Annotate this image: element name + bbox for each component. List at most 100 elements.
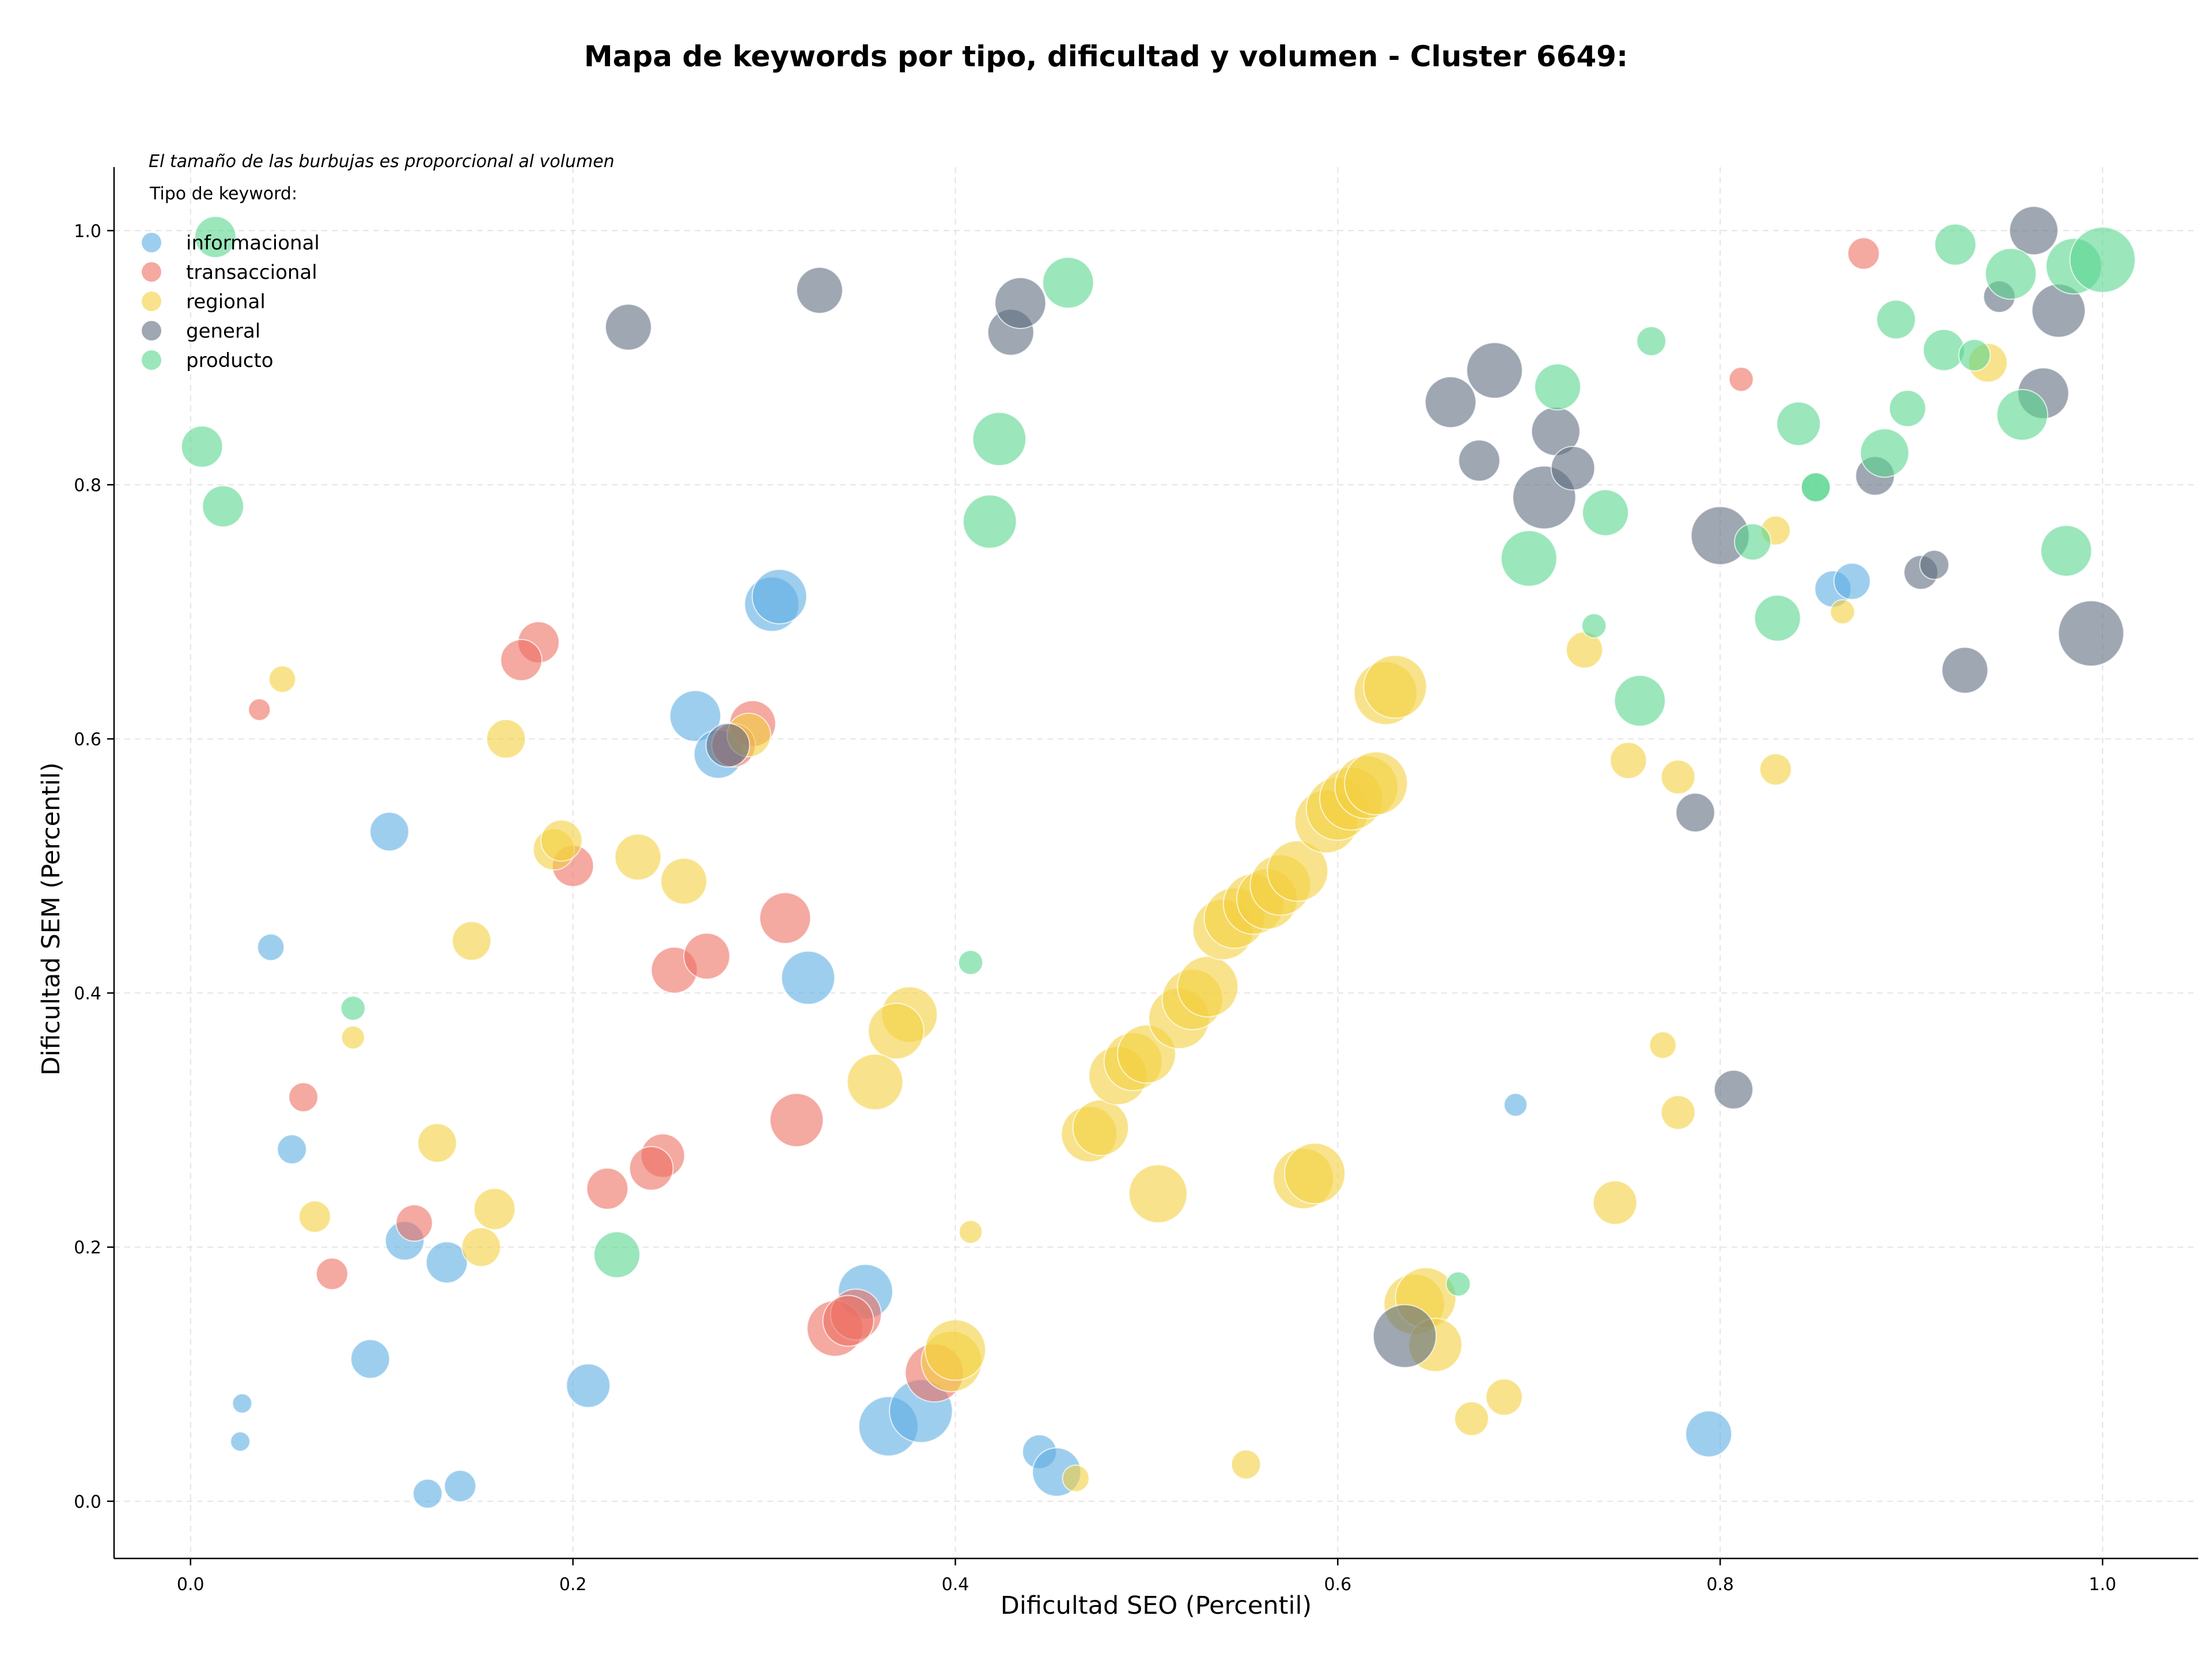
- bubble-producto: [1582, 489, 1629, 536]
- bubble-transaccional: [759, 892, 812, 944]
- bubble-regional: [1609, 741, 1647, 780]
- bubble-regional: [1830, 599, 1855, 625]
- x-tick-label: 0.4: [942, 1575, 969, 1595]
- bubble-producto: [1753, 595, 1801, 642]
- bubble-producto: [1734, 523, 1772, 561]
- bubble-informacional: [412, 1478, 443, 1509]
- bubble-transaccional: [316, 1257, 349, 1291]
- bubble-producto: [1800, 472, 1831, 502]
- y-tick-label: 0.2: [74, 1238, 101, 1258]
- bubble-regional: [1592, 1180, 1638, 1225]
- bubble-producto: [1776, 401, 1821, 447]
- axes: 0.0 0.2 0.4 0.6 0.8 1.0 0.0 0.2 0.4 0.6 0.8 1.0: [74, 167, 2198, 1595]
- bubble-transaccional: [1847, 237, 1880, 270]
- bubble-informacional: [751, 569, 808, 625]
- bubble-producto: [1581, 613, 1607, 639]
- bubble-regional: [1454, 1401, 1490, 1436]
- bubble-regional: [959, 1220, 983, 1244]
- y-tick-label: 0.4: [74, 984, 101, 1004]
- bubble-regional: [1660, 1095, 1696, 1130]
- bubble-producto: [1636, 326, 1666, 357]
- bubble-producto: [1996, 388, 2048, 441]
- bubble-producto: [958, 949, 984, 975]
- bubble-informacional: [1833, 562, 1871, 600]
- bubble-informacional: [276, 1134, 307, 1165]
- bubble-producto: [1534, 363, 1581, 411]
- bubble-regional: [846, 1053, 904, 1111]
- y-tick-label: 0.6: [74, 729, 101, 750]
- bubble-regional: [1283, 1142, 1346, 1205]
- bubble-regional: [660, 857, 708, 905]
- bubble-regional: [298, 1200, 331, 1234]
- bubble-regional: [268, 665, 297, 693]
- bubble-informacional: [350, 1339, 391, 1379]
- bubble-general: [1425, 376, 1477, 429]
- bubble-informacional: [1685, 1410, 1733, 1458]
- bubble-producto: [1445, 1271, 1471, 1297]
- grid: [114, 167, 2198, 1558]
- legend-label-regional: regional: [186, 290, 266, 313]
- bubble-informacional: [444, 1469, 477, 1503]
- bubble-general: [994, 277, 1047, 330]
- bubble-informacional: [781, 950, 836, 1005]
- x-axis-label: Dificultad SEO (Percentil): [1001, 1591, 1312, 1620]
- y-tick-label: 0.0: [74, 1492, 101, 1512]
- bubble-producto: [972, 411, 1027, 467]
- bubble-regional: [1072, 1099, 1130, 1156]
- bubble-transaccional: [1728, 366, 1754, 392]
- bubble-producto: [194, 215, 237, 259]
- y-tick-label: 1.0: [74, 221, 101, 241]
- legend-label-producto: producto: [186, 349, 274, 372]
- bubble-regional: [614, 833, 662, 881]
- bubble-informacional: [257, 933, 285, 962]
- bubble-producto: [1958, 339, 1991, 372]
- bubble-informacional: [425, 1241, 468, 1284]
- bubble-producto: [1500, 529, 1558, 587]
- bubbles: [180, 206, 2136, 1509]
- bubble-regional: [1485, 1378, 1523, 1416]
- bubble-regional: [1128, 1164, 1188, 1224]
- legend-label-informacional: informacional: [186, 232, 320, 255]
- bubble-general: [2009, 206, 2059, 256]
- bubble-regional: [540, 819, 583, 862]
- bubble-producto: [1042, 256, 1094, 309]
- volume-note: El tamaño de las burbujas es proporciona…: [149, 152, 615, 172]
- chart-title: Mapa de keywords por tipo, dificultad y …: [584, 40, 1628, 73]
- bubble-transaccional: [288, 1082, 319, 1113]
- legend: informacional transaccional regional genera…: [142, 232, 320, 372]
- bubble-general: [1372, 1304, 1437, 1368]
- bubble-regional: [1363, 654, 1427, 719]
- bubble-informacional: [566, 1363, 611, 1408]
- bubble-transaccional: [822, 1295, 874, 1347]
- legend-marker-informacional: [142, 233, 161, 252]
- bubble-general: [796, 267, 843, 314]
- bubble-producto: [1859, 428, 1910, 478]
- bubble-regional: [868, 1002, 925, 1060]
- legend-marker-general: [142, 321, 161, 340]
- bubble-regional: [1267, 840, 1329, 902]
- bubble-general: [1458, 439, 1501, 482]
- bubble-informacional: [1503, 1092, 1528, 1117]
- bubble-general: [2058, 600, 2124, 667]
- bubble-producto: [2069, 226, 2136, 293]
- bubble-regional: [1177, 956, 1239, 1018]
- bubble-transaccional: [248, 698, 271, 721]
- y-tick-label: 0.8: [74, 475, 101, 495]
- bubble-regional: [340, 1025, 365, 1050]
- bubble-transaccional: [683, 932, 730, 980]
- bubble-producto: [1613, 675, 1666, 727]
- bubble-regional: [473, 1187, 516, 1231]
- bubble-producto: [1888, 389, 1926, 427]
- bubble-regional: [452, 921, 492, 961]
- bubble-general: [1550, 445, 1596, 491]
- bubble-general: [1675, 792, 1715, 833]
- legend-label-general: general: [186, 320, 260, 343]
- bubble-transaccional: [586, 1167, 629, 1210]
- legend-marker-regional: [142, 292, 161, 311]
- bubble-informacional: [232, 1393, 253, 1414]
- bubble-transaccional: [769, 1092, 824, 1148]
- bubble-producto: [180, 425, 224, 468]
- bubble-general: [1941, 646, 1988, 694]
- legend-title: Tipo de keyword:: [149, 184, 297, 204]
